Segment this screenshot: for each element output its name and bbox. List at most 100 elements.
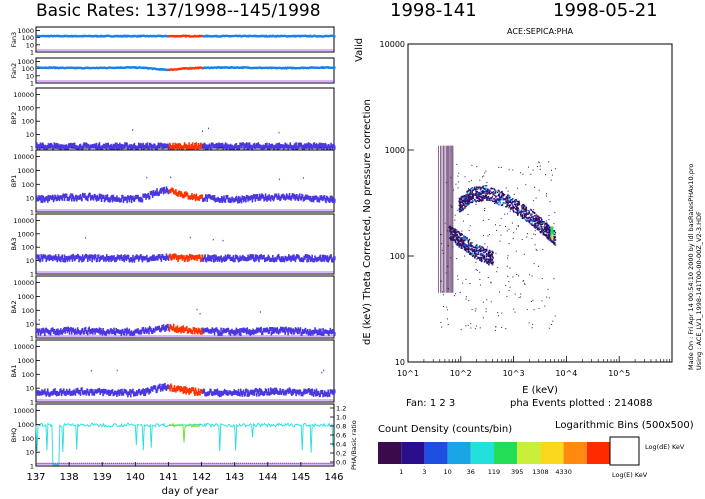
pha-sparse-cell [458,181,460,183]
pha-count-cell [454,229,456,232]
pha-count-cell [487,199,489,201]
rate-sample [284,142,286,147]
pha-count-cell [454,240,457,242]
rate-sample [107,142,109,147]
bin-box-y-label: Log(dE) KeV [645,443,685,451]
pha-count-cell [485,254,488,256]
pha-count-cell [467,201,469,204]
rate-sample [288,144,291,149]
rate-sample [224,142,227,147]
rate-sample [68,330,71,335]
pha-count-cell [458,197,461,200]
left-title: Basic Rates: 137/1998--145/1998 [36,1,321,21]
pha-count-cell [485,189,487,192]
ratio-tick-label: 1.0 [336,414,346,422]
pha-sparse-cell [534,186,536,188]
rate-sample [286,328,289,333]
pha-count-cell [488,249,491,252]
y-tick-label: 100 [22,244,34,252]
rate-sample [191,145,193,150]
bhq-ratio-point [138,462,140,464]
pha-count-cell [474,194,476,196]
rate-sample [119,329,122,334]
rate-sample [37,197,40,202]
rate-sample [109,255,112,260]
pha-count-cell [466,204,468,207]
rate-sample [315,143,318,148]
pha-count-cell [471,252,474,255]
pha-count-cell [467,199,469,202]
ratio-tick-label: 1.2 [336,405,346,413]
pha-count-cell [492,257,494,259]
rate-sample [266,142,268,147]
pha-count-cell [535,219,537,221]
pha-count-cell [501,191,503,193]
pha-sparse-cell [550,179,552,181]
rate-sample [264,196,266,201]
bhq-ratio-point [196,462,198,464]
bhq-ratio-point [271,462,274,464]
rate-x-label: day of year [162,486,220,497]
rate-outlier [212,238,214,241]
rate-sample [186,192,189,197]
pha-count-cell [486,190,489,193]
pha-count-cell [483,251,486,254]
pha-count-cell [461,207,463,209]
rate-sample [287,331,289,336]
pha-count-cell [466,199,468,202]
pha-count-cell [455,231,457,233]
colorbar-cell [401,442,425,464]
pha-count-cell [501,204,504,206]
pha-count-cell [528,210,531,212]
rate-sample [210,145,212,150]
rate-sample [167,145,170,150]
rate-sample [292,256,295,261]
pha-count-cell [468,202,471,204]
pha-count-cell [464,245,467,247]
pha-count-cell [464,197,466,200]
pha-count-cell [548,230,550,233]
pha-sparse-cell [513,232,515,234]
pha-count-cell [464,248,467,250]
bhq-ratio-point [281,462,283,464]
pha-count-cell [546,224,548,227]
pha-count-cell [504,197,506,200]
pha-count-cell [532,217,535,220]
pha-count-cell [516,203,518,205]
rate-sample [301,194,304,199]
rate-sample [206,197,209,202]
rate-sample [36,195,38,200]
rate-sample [255,392,258,397]
pha-count-cell [539,221,542,223]
rate-sample [115,145,118,150]
pha-count-cell [456,242,458,245]
y-tick-label: 1 [30,399,34,407]
rate-sample [239,328,241,333]
rate-sample [256,144,259,149]
pha-sparse-cell [471,195,473,197]
pha-count-cell [474,257,476,259]
rate-outlier [196,308,198,311]
rate-sample [186,326,188,331]
pha-count-cell [482,249,485,252]
bhq-ratio-point [98,462,101,464]
rate-sample [331,195,333,200]
rate-sample [299,327,302,332]
bhq-ratio-point [190,462,192,464]
pha-count-cell [481,198,483,201]
rate-sample [165,326,168,331]
pha-count-cell [469,189,471,191]
pha-count-cell [493,200,496,203]
pha-sparse-cell [508,169,510,171]
colorbar-cell [586,442,610,464]
pha-sparse-cell [488,219,490,221]
rate-sample [264,391,266,396]
pha-count-cell [530,209,533,211]
pha-count-cell [532,218,535,221]
pha-sparse-cell [484,210,486,212]
rate-x-axis: 137 138 139 140 141 142 143 144 145 146 [26,462,344,483]
pha-sparse-cell [479,271,481,273]
pha-count-cell [476,187,479,190]
pha-count-cell [458,208,461,211]
pha-sparse-cell [524,208,526,210]
